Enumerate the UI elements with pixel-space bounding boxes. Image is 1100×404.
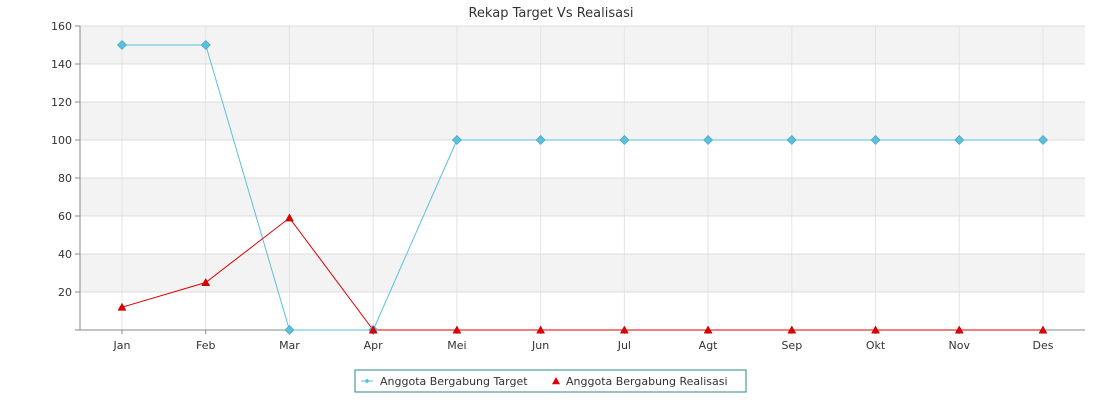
data-point-realisasi (787, 325, 797, 334)
x-tick-label: Jun (531, 339, 549, 352)
x-tick-label: Des (1033, 339, 1054, 352)
data-point-realisasi (619, 325, 629, 334)
data-point-target (703, 135, 714, 145)
plot-band (80, 178, 1085, 216)
data-point-target (200, 40, 211, 50)
y-axis-ticks: 20 40 60 80 100 120 140 160 (51, 20, 80, 331)
data-point-target (619, 135, 630, 145)
series-lines (121, 44, 1043, 331)
data-point-target (870, 135, 881, 145)
series-markers (117, 40, 1048, 335)
x-tick-label: Jul (617, 339, 631, 352)
data-point-target (117, 40, 127, 50)
x-tick-label: Feb (196, 339, 215, 352)
x-axis-ticks: Jan Feb Mar Apr Mei Jun Jul Agt Sep Okt Nov Des (113, 330, 1054, 352)
y-tick-label: 160 (51, 20, 72, 33)
plot-bands (80, 26, 1085, 292)
legend-box (354, 369, 747, 393)
data-point-realisasi (1038, 325, 1048, 334)
y-tick-label: 40 (58, 248, 72, 261)
plot-band (80, 254, 1085, 292)
data-point-realisasi (452, 325, 462, 334)
x-tick-label: Agt (699, 339, 719, 352)
plot-band (80, 102, 1085, 140)
data-point-realisasi (703, 325, 713, 334)
data-point-realisasi (117, 302, 127, 311)
data-point-target (284, 325, 295, 335)
y-tick-label: 100 (51, 134, 72, 147)
y-tick-label: 20 (58, 286, 72, 299)
data-point-target (535, 135, 546, 145)
x-tick-label: Okt (866, 339, 886, 352)
chart-title: Rekap Target Vs Realisasi (468, 6, 633, 21)
x-tick-label: Nov (949, 339, 971, 352)
x-tick-label: Mei (447, 339, 466, 352)
data-point-target (451, 135, 462, 145)
plot-band (80, 26, 1085, 64)
y-tick-label: 80 (58, 172, 72, 185)
data-point-realisasi (201, 277, 211, 286)
y-tick-label: 60 (58, 210, 72, 223)
legend-marker-realisasi (552, 377, 560, 385)
x-tick-label: Sep (781, 339, 802, 352)
x-tick-label: Apr (364, 339, 384, 352)
data-point-realisasi (871, 325, 880, 334)
y-tick-label: 120 (51, 96, 72, 109)
legend-label-target: Anggota Bergabung Target (380, 375, 528, 388)
data-point-target (1038, 135, 1048, 145)
legend: Anggota Bergabung Target Anggota Bergabun… (354, 369, 747, 393)
x-tick-label: Jan (113, 339, 131, 352)
series-line-1 (122, 44, 1043, 331)
x-tick-label: Mar (279, 339, 300, 352)
y-tick-label: 140 (51, 58, 72, 71)
data-point-target (786, 135, 797, 145)
series-line-2 (121, 217, 1043, 331)
data-point-realisasi (285, 213, 294, 222)
data-point-realisasi (368, 325, 378, 334)
legend-marker-target (364, 378, 370, 384)
legend-label-realisasi: Anggota Bergabung Realisasi (566, 375, 728, 388)
horizontal-gridlines (80, 25, 1085, 293)
data-point-realisasi (954, 325, 964, 334)
data-point-target (954, 135, 965, 145)
data-point-realisasi (536, 325, 546, 334)
